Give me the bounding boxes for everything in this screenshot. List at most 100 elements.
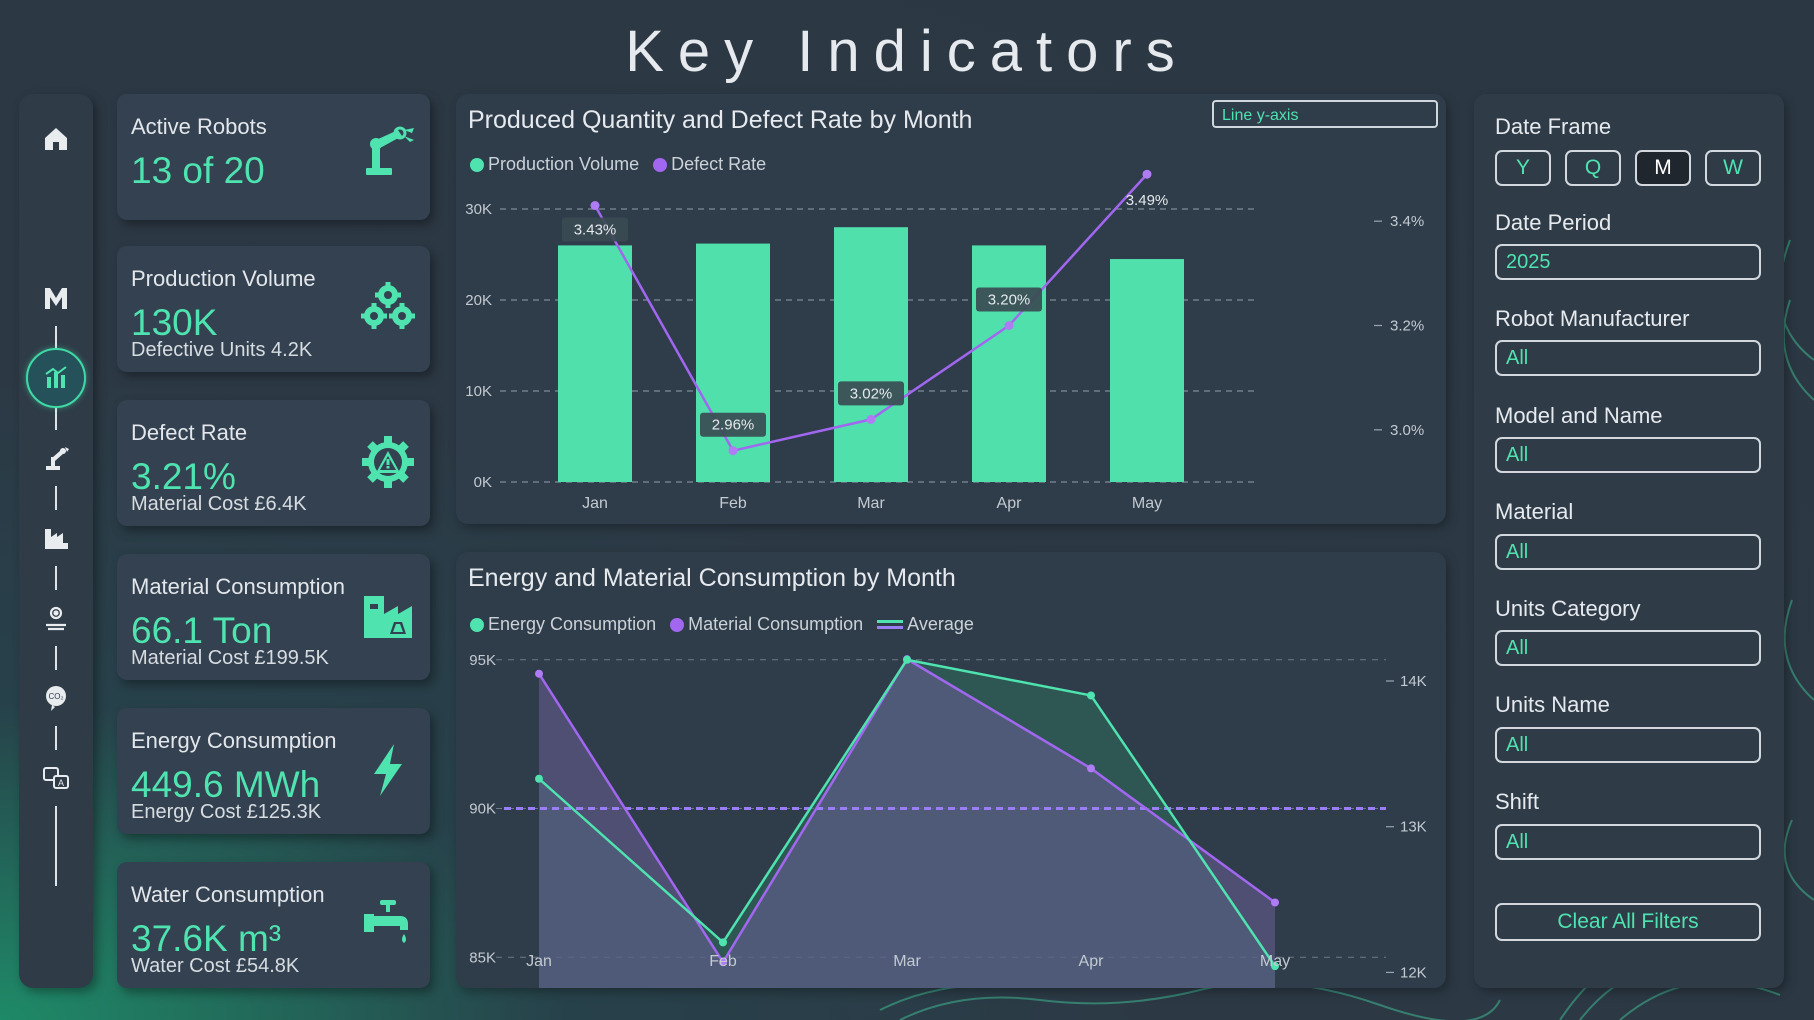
bar xyxy=(1110,259,1184,482)
nav-translate[interactable]: A xyxy=(28,750,84,806)
energy-point xyxy=(719,938,727,947)
date-frame-label: Date Frame xyxy=(1495,114,1612,139)
nav-robots[interactable] xyxy=(28,430,84,486)
legend-item-average[interactable]: Average xyxy=(877,614,974,635)
kpi-card-active-robots[interactable]: Active Robots 13 of 20 xyxy=(117,94,430,220)
data-label: 3.20% xyxy=(988,292,1031,309)
translate-icon: A xyxy=(43,767,69,789)
nav-factory[interactable] xyxy=(28,510,84,566)
legend-label: Material Consumption xyxy=(688,614,864,634)
material-point xyxy=(535,669,543,678)
material-point xyxy=(1271,898,1279,907)
nav-logo[interactable] xyxy=(28,270,84,326)
co2-icon: CO₂ xyxy=(46,686,66,711)
bar xyxy=(834,227,908,482)
kpi-sub: Energy Cost £125.3K xyxy=(131,801,322,823)
data-label: 2.96% xyxy=(712,417,755,434)
kpi-card-material-consumption[interactable]: Material Consumption 66.1 Ton Material C… xyxy=(117,554,430,680)
date-frame-quarter-button[interactable]: Q xyxy=(1565,150,1621,186)
chart-icon xyxy=(45,366,67,388)
production-defect-chart: 0K 10K 20K 30K 3.0% 3.2% 3.4% Jan Feb Mar Apr May 3.… xyxy=(465,169,1424,512)
x-tick-label: Feb xyxy=(709,953,737,970)
svg-text:CO₂: CO₂ xyxy=(48,692,63,701)
y2-tick-label: 3.2% xyxy=(1390,318,1424,335)
date-frame-week-button[interactable]: W xyxy=(1705,150,1761,186)
kpi-label: Water Consumption xyxy=(131,882,325,907)
legend-item-material-consumption[interactable]: Material Consumption xyxy=(670,614,863,635)
legend-item-production-volume[interactable]: Production Volume xyxy=(470,154,639,175)
y-tick-label: 95K xyxy=(469,652,496,669)
defect-rate-point xyxy=(866,414,876,424)
robot-manufacturer-label: Robot Manufacturer xyxy=(1495,306,1690,331)
nav-home[interactable] xyxy=(28,110,84,166)
robot-manufacturer-select[interactable]: All xyxy=(1495,340,1761,376)
kpi-card-water-consumption[interactable]: Water Consumption 37.6K m³ Water Cost £5… xyxy=(117,862,430,988)
date-period-label: Date Period xyxy=(1495,210,1612,235)
kpi-card-energy-consumption[interactable]: Energy Consumption 449.6 MWh Energy Cost… xyxy=(117,708,430,834)
gear-warning-icon xyxy=(362,436,414,488)
nav-users[interactable] xyxy=(28,590,84,646)
units-name-select[interactable]: All xyxy=(1495,727,1761,763)
y2-tick-label: 14K xyxy=(1400,673,1427,690)
y-tick-label: 85K xyxy=(469,949,496,966)
line-y-axis-toggle[interactable]: Line y-axis xyxy=(1212,100,1438,128)
material-point xyxy=(719,958,727,967)
bar xyxy=(696,243,770,482)
kpi-value: 130K xyxy=(131,302,218,343)
energy-point xyxy=(903,655,911,664)
x-tick-label: May xyxy=(1260,953,1290,970)
x-tick-label: Apr xyxy=(997,495,1023,512)
logo-m-icon xyxy=(45,288,67,309)
kpi-card-production-volume[interactable]: Production Volume 130K Defective Units 4… xyxy=(117,246,430,372)
data-label-bg xyxy=(838,381,904,406)
chart-legend: Production Volume Defect Rate xyxy=(470,154,766,175)
model-name-label: Model and Name xyxy=(1495,403,1663,428)
chart-legend: Energy Consumption Material Consumption … xyxy=(470,614,974,635)
chart-panel-energy-material: Energy and Material Consumption by Month… xyxy=(456,552,1446,988)
date-period-select[interactable]: 2025 xyxy=(1495,244,1761,280)
y2-tick-label: 3.4% xyxy=(1390,213,1424,230)
water-tap-icon xyxy=(364,900,408,943)
shift-label: Shift xyxy=(1495,789,1540,814)
defect-rate-point xyxy=(1142,169,1152,179)
date-frame-month-button[interactable]: M xyxy=(1635,150,1691,186)
page-title: Key Indicators xyxy=(625,19,1189,84)
user-badge-icon xyxy=(46,606,66,631)
y-tick-label: 20K xyxy=(465,292,492,309)
chart-panel-production-defect: Produced Quantity and Defect Rate by Mon… xyxy=(456,94,1446,524)
kpi-sub: Water Cost £54.8K xyxy=(131,955,300,977)
legend-item-defect-rate[interactable]: Defect Rate xyxy=(653,154,766,175)
legend-label: Production Volume xyxy=(488,154,640,174)
y-tick-label: 0K xyxy=(474,474,492,491)
bar xyxy=(558,245,632,482)
data-label: 3.49% xyxy=(1126,192,1169,209)
legend-item-energy-consumption[interactable]: Energy Consumption xyxy=(470,614,656,635)
kpi-label: Defect Rate xyxy=(131,420,248,445)
kpi-label: Production Volume xyxy=(131,266,316,291)
units-name-label: Units Name xyxy=(1495,692,1610,717)
kpi-label: Active Robots xyxy=(131,114,267,139)
kpi-label: Energy Consumption xyxy=(131,728,337,753)
nav-dashboard[interactable] xyxy=(26,348,86,408)
material-select[interactable]: All xyxy=(1495,534,1761,570)
materials-icon xyxy=(364,596,412,638)
chart-title: Energy and Material Consumption by Month xyxy=(468,564,956,592)
x-tick-label: Jan xyxy=(582,495,608,512)
units-category-select[interactable]: All xyxy=(1495,630,1761,666)
legend-label: Average xyxy=(907,614,974,634)
energy-point xyxy=(1271,962,1279,971)
kpi-sub: Material Cost £199.5K xyxy=(131,647,329,669)
model-name-select[interactable]: All xyxy=(1495,437,1761,473)
legend-label: Energy Consumption xyxy=(488,614,657,634)
nav-emissions[interactable]: CO₂ xyxy=(28,670,84,726)
x-tick-label: Jan xyxy=(526,953,552,970)
clear-all-filters-button[interactable]: Clear All Filters xyxy=(1495,903,1761,941)
kpi-card-defect-rate[interactable]: Defect Rate 3.21% Material Cost £6.4K xyxy=(117,400,430,526)
data-label-bg xyxy=(976,287,1042,312)
shift-select[interactable]: All xyxy=(1495,824,1761,860)
date-frame-year-button[interactable]: Y xyxy=(1495,150,1551,186)
kpi-value: 3.21% xyxy=(131,456,236,497)
y2-tick-label: 12K xyxy=(1400,964,1427,981)
robot-arm-icon xyxy=(46,447,69,470)
y2-tick-label: 3.0% xyxy=(1390,422,1424,439)
